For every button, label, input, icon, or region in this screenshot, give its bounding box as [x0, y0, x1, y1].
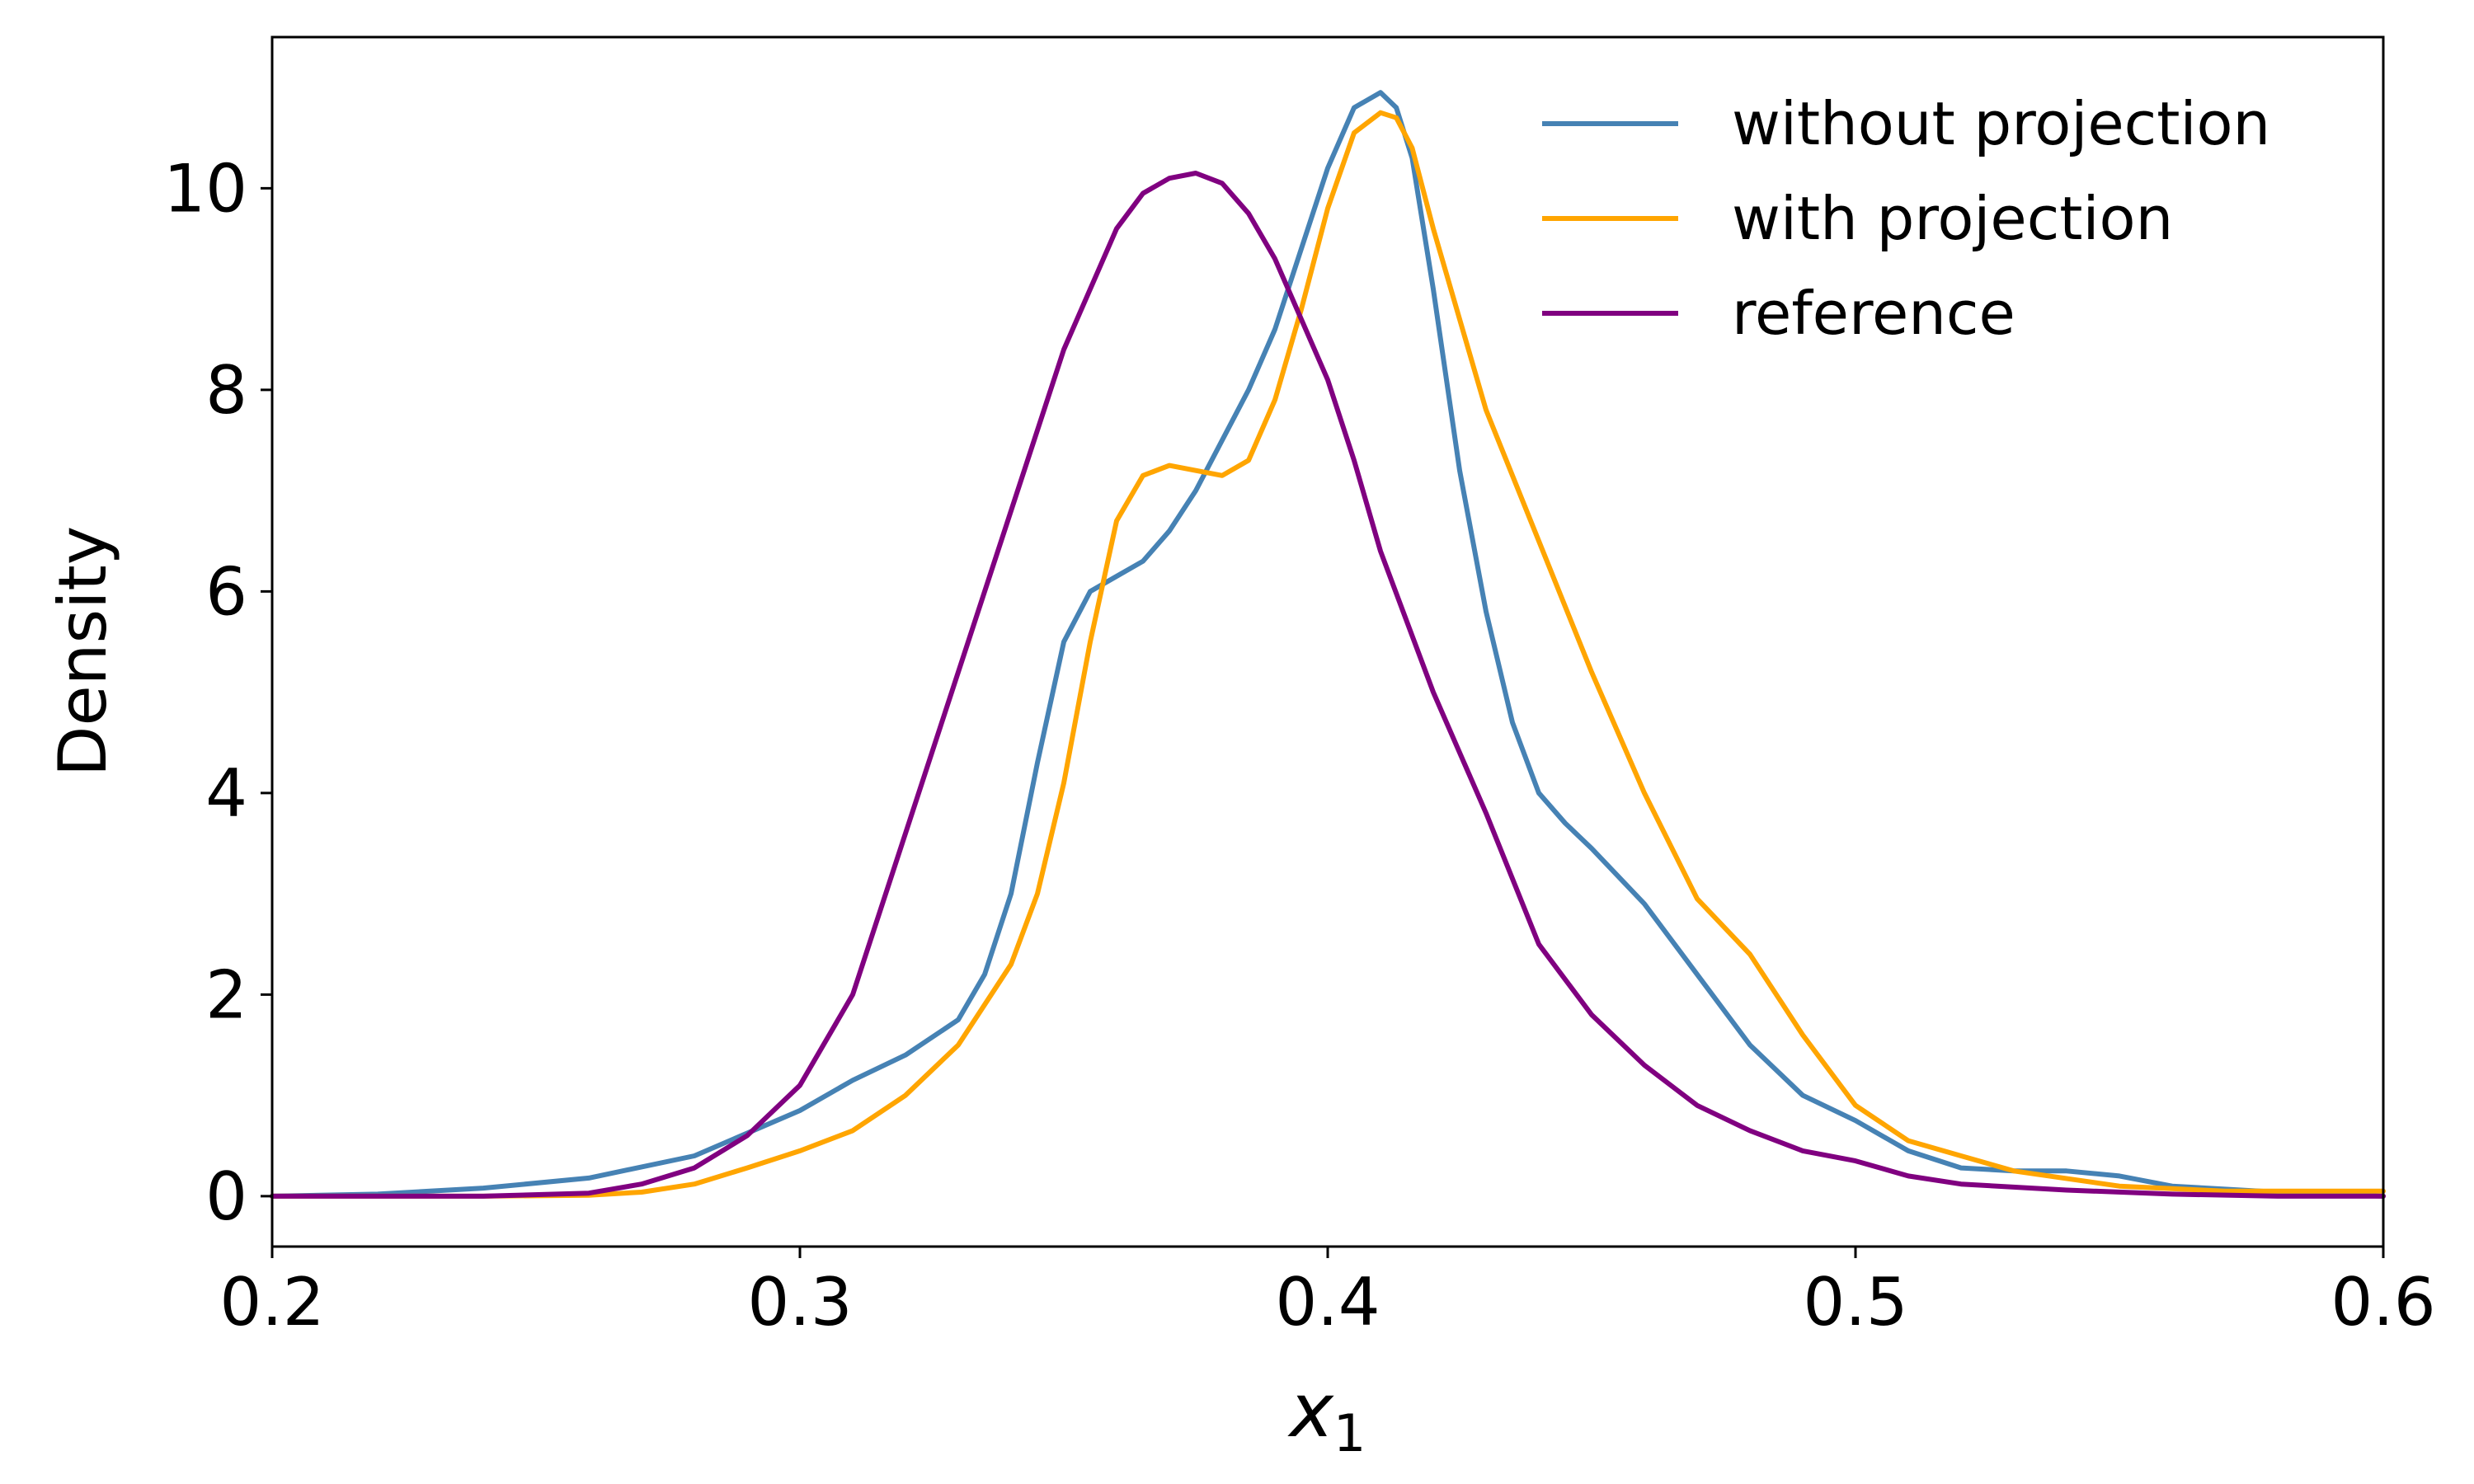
- x-tick-label: 0.6: [2331, 1264, 2435, 1341]
- y-axis-label: Density: [45, 526, 121, 777]
- x-tick-label: 0.3: [747, 1264, 852, 1341]
- x-tick-label: 0.2: [219, 1264, 324, 1341]
- legend-label-with-projection: with projection: [1732, 184, 2173, 253]
- y-axis: 0 2 4 6 8 10: [163, 150, 272, 1235]
- y-tick-label: 0: [205, 1158, 247, 1235]
- x-axis: 0.2 0.3 0.4 0.5 0.6: [219, 1247, 2436, 1341]
- series-line-with-projection: [270, 110, 2386, 1199]
- y-tick-label: 2: [205, 956, 247, 1033]
- series-line-reference: [270, 171, 2386, 1199]
- series-line-without-projection: [270, 90, 2386, 1199]
- y-tick-label: 8: [205, 352, 247, 429]
- x-tick-label: 0.5: [1803, 1264, 1907, 1341]
- y-tick-label: 4: [205, 755, 247, 832]
- x-tick-label: 0.4: [1275, 1264, 1380, 1341]
- series-layer: [270, 90, 2386, 1199]
- y-tick-label: 6: [205, 553, 247, 630]
- y-tick-label: 10: [163, 150, 247, 227]
- legend-label-reference: reference: [1732, 279, 2015, 348]
- x-axis-label: x1: [1287, 1368, 1366, 1463]
- x-axis-label-main: x: [1287, 1368, 1335, 1454]
- x-axis-label-subscript: 1: [1333, 1403, 1366, 1463]
- legend-label-without-projection: without projection: [1732, 89, 2270, 158]
- legend: without projection with projection referen…: [1542, 89, 2270, 348]
